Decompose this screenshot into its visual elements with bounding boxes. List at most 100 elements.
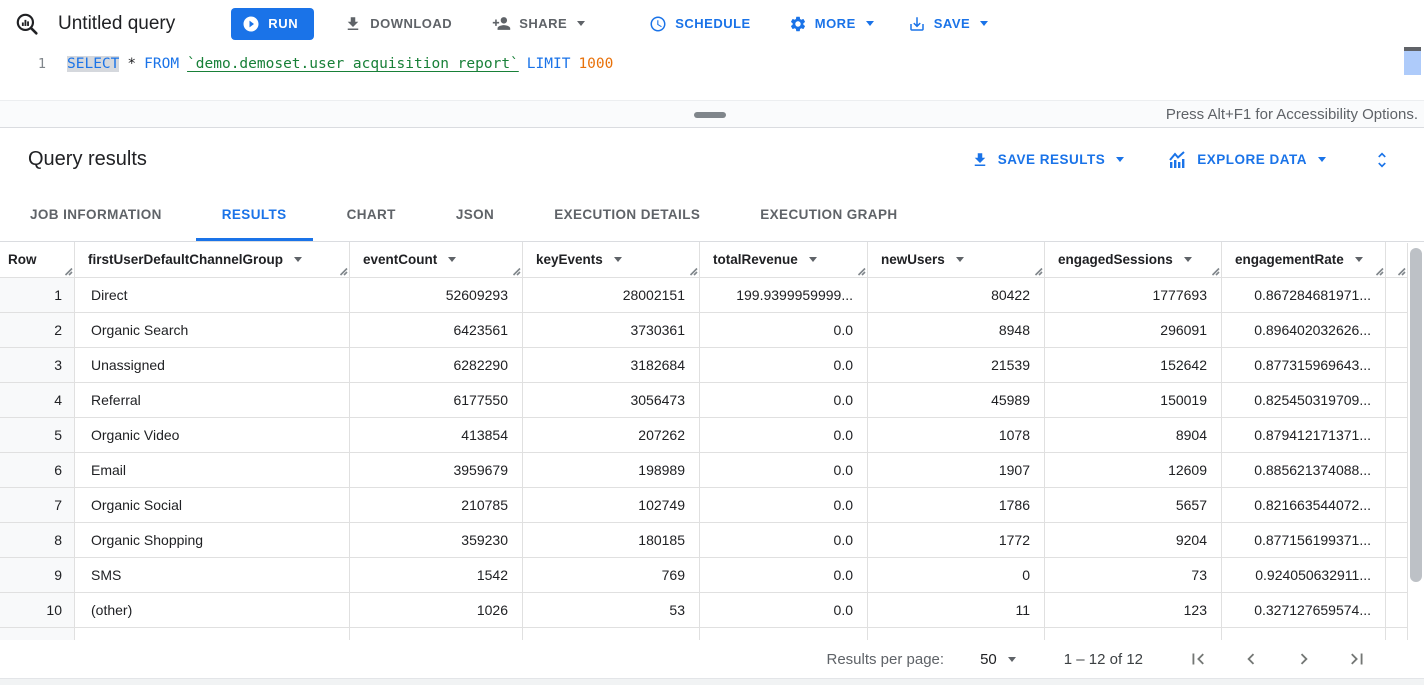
query-magnifier-icon <box>14 11 40 37</box>
table-cell: Organic Social <box>75 488 350 523</box>
row-number: 8 <box>0 523 75 558</box>
table-cell: 6282290 <box>350 348 523 383</box>
column-resize-handle[interactable] <box>1374 266 1384 276</box>
tab-chart[interactable]: CHART <box>346 207 396 222</box>
table-cell: 198989 <box>523 453 700 488</box>
sql-editor[interactable]: 1 SELECT * FROM `demo.demoset.user_acquisit… <box>0 47 1424 100</box>
column-header[interactable]: keyEvents <box>523 242 700 278</box>
table-header-row: Row firstUserDefaultChannelGroup eventCo… <box>0 242 1424 278</box>
table-cell: 1772 <box>868 523 1045 558</box>
column-menu-icon[interactable] <box>1354 257 1363 262</box>
table-cell: 5657 <box>1045 488 1222 523</box>
filler-cell <box>1386 453 1407 488</box>
column-resize-handle[interactable] <box>338 266 348 276</box>
results-actions: SAVE RESULTS EXPLORE DATA <box>971 148 1424 172</box>
chevron-down-icon <box>1318 157 1326 162</box>
column-header[interactable]: eventCount <box>350 242 523 278</box>
editor-status-strip: Press Alt+F1 for Accessibility Options. <box>0 100 1424 127</box>
filler-cell <box>1386 313 1407 348</box>
filler-cell <box>1386 628 1407 640</box>
column-resize-handle[interactable] <box>63 266 73 276</box>
column-resize-handle[interactable] <box>856 266 866 276</box>
column-menu-icon[interactable] <box>1183 257 1192 262</box>
table-cell: Organic Video <box>75 418 350 453</box>
share-button[interactable]: SHARE <box>484 8 593 40</box>
save-results-icon <box>971 151 989 169</box>
table-cell: 180185 <box>523 523 700 558</box>
sql-limit-value: 1000 <box>578 56 614 72</box>
table-cell: 0.0 <box>700 593 868 628</box>
tab-execution-details[interactable]: EXECUTION DETAILS <box>554 207 701 222</box>
more-button[interactable]: MORE <box>781 8 882 40</box>
table-cell: 0.821663544072... <box>1222 488 1386 523</box>
sql-table-reference[interactable]: `demo.demoset.user_acquisition_report` <box>187 56 519 72</box>
table-cell: Direct <box>75 278 350 313</box>
page-size-select[interactable]: 50 <box>980 651 1016 668</box>
column-header-row: Row <box>0 242 75 278</box>
tab-job-information[interactable]: JOB INFORMATION <box>30 207 162 222</box>
table-cell: 494 <box>523 628 700 640</box>
first-page-button[interactable] <box>1187 648 1209 670</box>
table-cell: Email <box>75 453 350 488</box>
sql-keyword-select: SELECT <box>67 56 120 72</box>
download-button[interactable]: DOWNLOAD <box>336 8 460 40</box>
table-cell: 8948 <box>868 313 1045 348</box>
column-header[interactable]: engagedSessions <box>1045 242 1222 278</box>
last-page-button[interactable] <box>1346 648 1368 670</box>
column-resize-handle[interactable] <box>511 266 521 276</box>
save-results-button[interactable]: SAVE RESULTS <box>971 151 1125 169</box>
table-cell: Organic Search <box>75 313 350 348</box>
column-resize-handle[interactable] <box>1033 266 1043 276</box>
panel-resize-handle[interactable] <box>694 112 726 118</box>
table-row: 2 Organic Search 6423561 3730361 0.0 8948 2960… <box>0 313 1424 348</box>
column-header[interactable]: firstUserDefaultChannelGroup <box>75 242 350 278</box>
column-header[interactable]: newUsers <box>868 242 1045 278</box>
row-number: 4 <box>0 383 75 418</box>
column-menu-icon[interactable] <box>955 257 964 262</box>
person-add-icon <box>492 14 511 33</box>
pagination-bar: Results per page: 50 1 – 12 of 12 <box>0 640 1424 678</box>
horizontal-scrollbar-track[interactable] <box>0 678 1424 685</box>
table-cell: 210785 <box>350 488 523 523</box>
table-cell: 80422 <box>868 278 1045 313</box>
table-cell: 3959679 <box>350 453 523 488</box>
column-menu-icon[interactable] <box>448 257 457 262</box>
table-vertical-scrollbar <box>1407 243 1424 640</box>
tab-results[interactable]: RESULTS <box>195 191 313 241</box>
column-menu-icon[interactable] <box>808 257 817 262</box>
tab-json[interactable]: JSON <box>455 207 495 222</box>
table-cell: 0.825450319709... <box>1222 383 1386 418</box>
editor-scrollbar-thumb[interactable] <box>1404 51 1421 75</box>
column-header[interactable]: engagementRate <box>1222 242 1386 278</box>
filler-cell <box>1386 558 1407 593</box>
filler-cell <box>1386 523 1407 558</box>
previous-page-button[interactable] <box>1240 648 1262 670</box>
next-page-button[interactable] <box>1293 648 1315 670</box>
run-button[interactable]: RUN <box>231 7 315 40</box>
column-resize-handle[interactable] <box>688 266 698 276</box>
column-menu-icon[interactable] <box>613 257 622 262</box>
expand-panel-button[interactable] <box>1370 148 1394 172</box>
sql-code-line[interactable]: 1 SELECT * FROM `demo.demoset.user_acquisit… <box>0 47 1424 72</box>
table-cell: 0.0 <box>700 348 868 383</box>
table-row: 8 Organic Shopping 359230 180185 0.0 1772 9204… <box>0 523 1424 558</box>
table-scrollbar-thumb[interactable] <box>1410 248 1422 582</box>
schedule-button[interactable]: SCHEDULE <box>641 8 759 40</box>
column-menu-icon[interactable] <box>294 257 303 262</box>
column-resize-handle[interactable] <box>1210 266 1220 276</box>
row-number: 9 <box>0 558 75 593</box>
table-cell: Paid Social <box>75 628 350 640</box>
column-header[interactable]: totalRevenue <box>700 242 868 278</box>
save-button[interactable]: SAVE <box>900 8 996 40</box>
results-table: Row firstUserDefaultChannelGroup eventCo… <box>0 242 1424 640</box>
table-row: 1 Direct 52609293 28002151 199.9399959999...… <box>0 278 1424 313</box>
explore-data-button[interactable]: EXPLORE DATA <box>1168 150 1326 169</box>
chevron-down-icon <box>577 21 586 26</box>
row-number: 5 <box>0 418 75 453</box>
row-number: 11 <box>0 628 75 640</box>
tab-execution-graph[interactable]: EXECUTION GRAPH <box>760 207 898 222</box>
chevron-down-icon <box>865 21 874 26</box>
table-cell: 12609 <box>1045 453 1222 488</box>
column-resize-handle[interactable] <box>1396 266 1406 276</box>
row-number: 3 <box>0 348 75 383</box>
